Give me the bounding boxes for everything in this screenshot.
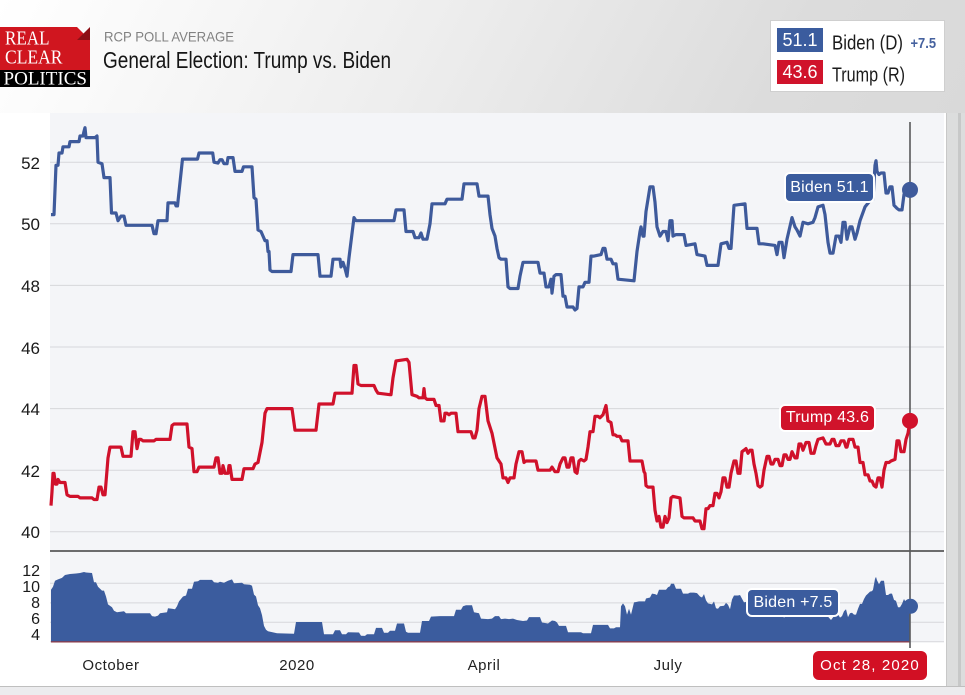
svg-text:General Election: Trump vs. Bi: General Election: Trump vs. Biden [103, 47, 391, 73]
svg-text:Trump (R): Trump (R) [832, 63, 905, 86]
svg-text:Biden (D): Biden (D) [832, 31, 903, 54]
svg-text:REAL: REAL [5, 28, 50, 50]
svg-text:POLITICS: POLITICS [4, 69, 88, 90]
svg-text:RCP POLL AVERAGE: RCP POLL AVERAGE [104, 29, 234, 45]
svg-text:+7.5: +7.5 [911, 36, 937, 52]
svg-text:CLEAR: CLEAR [5, 47, 63, 69]
